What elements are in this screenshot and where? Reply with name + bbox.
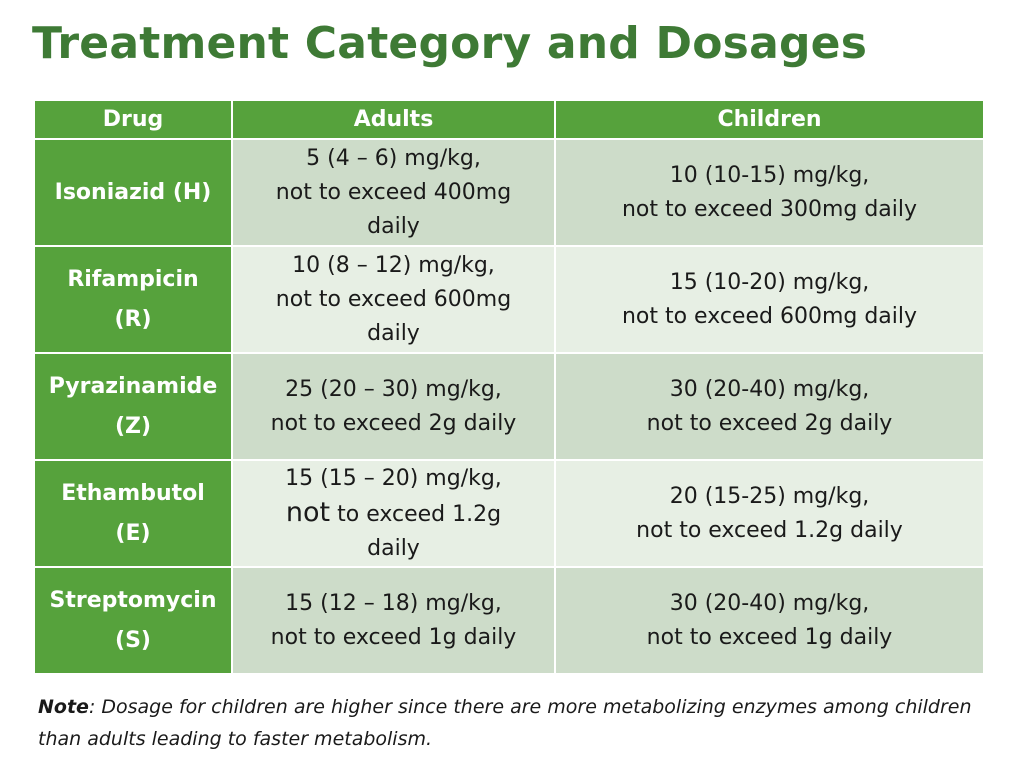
dosage-table: Drug Adults Children Isoniazid (H) 5 (4 … xyxy=(33,99,985,675)
dose-word-not: not xyxy=(285,496,331,528)
table-row: Rifampicin (R) 10 (8 – 12) mg/kg, not to… xyxy=(33,245,985,354)
dose-line: not to exceed 1g daily xyxy=(646,624,893,650)
column-header-drug: Drug xyxy=(33,99,233,140)
column-header-children: Children xyxy=(554,99,985,140)
dose-line: 15 (12 – 18) mg/kg, xyxy=(285,590,502,616)
dose-line: 15 (10-20) mg/kg, xyxy=(669,269,870,295)
dose-line: not to exceed 400mg xyxy=(275,179,512,205)
table-row: Ethambutol (E) 15 (15 – 20) mg/kg, not t… xyxy=(33,459,985,568)
adults-dose-cell: 25 (20 – 30) mg/kg, not to exceed 2g dai… xyxy=(231,352,556,461)
dose-line: not to exceed 600mg daily xyxy=(621,303,918,329)
dose-line: not to exceed 300mg daily xyxy=(621,196,918,222)
drug-abbreviation: (Z) xyxy=(114,413,152,439)
table-header-row: Drug Adults Children xyxy=(33,99,985,140)
dose-line: daily xyxy=(367,320,420,346)
note-text: : Dosage for children are higher since t… xyxy=(38,696,972,750)
dose-line: 30 (20-40) mg/kg, xyxy=(669,590,870,616)
drug-name: Isoniazid (H) xyxy=(54,179,212,205)
drug-name: Rifampicin xyxy=(67,266,199,292)
drug-name: Streptomycin xyxy=(49,587,217,613)
table-row: Pyrazinamide (Z) 25 (20 – 30) mg/kg, not… xyxy=(33,352,985,461)
dose-line: daily xyxy=(367,535,420,561)
dose-line: not to exceed 1g daily xyxy=(270,624,517,650)
dose-line: not to exceed 1.2g xyxy=(239,496,548,532)
drug-name: Ethambutol xyxy=(61,480,205,506)
dose-line: not to exceed 1.2g daily xyxy=(636,517,903,543)
dose-line: daily xyxy=(367,213,420,239)
table-row: Streptomycin (S) 15 (12 – 18) mg/kg, not… xyxy=(33,566,985,675)
adults-dose-cell: 15 (15 – 20) mg/kg, not to exceed 1.2g d… xyxy=(231,459,556,568)
dose-text: to exceed 1.2g xyxy=(330,501,502,527)
page-title: Treatment Category and Dosages xyxy=(32,18,868,69)
drug-cell: Rifampicin (R) xyxy=(33,245,233,354)
drug-abbreviation: (E) xyxy=(115,520,151,546)
adults-dose-cell: 5 (4 – 6) mg/kg, not to exceed 400mg dai… xyxy=(231,138,556,247)
dose-line: not to exceed 2g daily xyxy=(646,410,893,436)
children-dose-cell: 15 (10-20) mg/kg, not to exceed 600mg da… xyxy=(554,245,985,354)
column-header-adults: Adults xyxy=(231,99,556,140)
dose-line: 10 (10-15) mg/kg, xyxy=(669,162,870,188)
drug-name: Pyrazinamide xyxy=(48,373,218,399)
note-label: Note xyxy=(38,696,89,718)
drug-abbreviation: (R) xyxy=(114,306,152,332)
drug-abbreviation: (S) xyxy=(115,627,151,653)
drug-cell: Ethambutol (E) xyxy=(33,459,233,568)
dose-line: not to exceed 2g daily xyxy=(270,410,517,436)
drug-cell: Isoniazid (H) xyxy=(33,138,233,247)
dose-line: 30 (20-40) mg/kg, xyxy=(669,376,870,402)
children-dose-cell: 10 (10-15) mg/kg, not to exceed 300mg da… xyxy=(554,138,985,247)
dose-line: not to exceed 600mg xyxy=(275,286,512,312)
dose-line: 15 (15 – 20) mg/kg, xyxy=(285,465,502,491)
dose-line: 5 (4 – 6) mg/kg, xyxy=(306,145,481,171)
dose-line: 20 (15-25) mg/kg, xyxy=(669,483,870,509)
drug-cell: Streptomycin (S) xyxy=(33,566,233,675)
drug-cell: Pyrazinamide (Z) xyxy=(33,352,233,461)
footnote: Note: Dosage for children are higher sin… xyxy=(38,691,998,755)
adults-dose-cell: 15 (12 – 18) mg/kg, not to exceed 1g dai… xyxy=(231,566,556,675)
children-dose-cell: 30 (20-40) mg/kg, not to exceed 1g daily xyxy=(554,566,985,675)
dose-line: 10 (8 – 12) mg/kg, xyxy=(292,252,495,278)
children-dose-cell: 20 (15-25) mg/kg, not to exceed 1.2g dai… xyxy=(554,459,985,568)
children-dose-cell: 30 (20-40) mg/kg, not to exceed 2g daily xyxy=(554,352,985,461)
adults-dose-cell: 10 (8 – 12) mg/kg, not to exceed 600mg d… xyxy=(231,245,556,354)
table-row: Isoniazid (H) 5 (4 – 6) mg/kg, not to ex… xyxy=(33,138,985,247)
dose-line: 25 (20 – 30) mg/kg, xyxy=(285,376,502,402)
